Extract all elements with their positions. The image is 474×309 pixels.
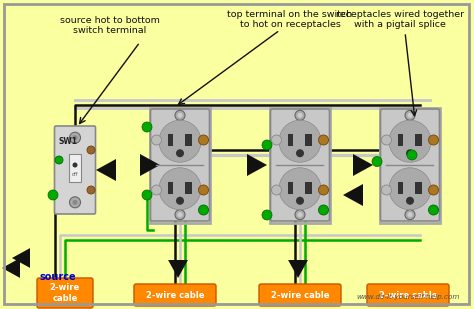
Bar: [398, 182, 403, 194]
Text: 2-wire cable: 2-wire cable: [146, 290, 204, 299]
Circle shape: [319, 205, 328, 215]
Circle shape: [406, 197, 414, 205]
Circle shape: [279, 120, 321, 162]
Text: SW1: SW1: [59, 138, 78, 146]
Text: 2-wire
cable: 2-wire cable: [50, 283, 80, 303]
Bar: [270, 108, 330, 223]
Circle shape: [298, 113, 302, 118]
Circle shape: [428, 205, 438, 215]
Circle shape: [177, 113, 182, 118]
Text: source hot to bottom
switch terminal: source hot to bottom switch terminal: [60, 16, 160, 36]
Bar: [288, 182, 293, 194]
Circle shape: [199, 185, 209, 195]
Bar: [415, 182, 422, 194]
Circle shape: [382, 185, 392, 195]
Polygon shape: [343, 184, 363, 206]
Bar: [398, 134, 403, 146]
Polygon shape: [353, 154, 373, 176]
Circle shape: [405, 210, 415, 220]
Circle shape: [73, 135, 78, 140]
Circle shape: [428, 185, 438, 195]
FancyBboxPatch shape: [55, 126, 95, 214]
Circle shape: [272, 135, 282, 145]
Polygon shape: [12, 248, 30, 268]
Text: off: off: [72, 172, 78, 177]
Circle shape: [407, 150, 417, 160]
Polygon shape: [247, 154, 267, 176]
Polygon shape: [2, 258, 20, 278]
Circle shape: [176, 149, 184, 157]
Circle shape: [296, 149, 304, 157]
Circle shape: [295, 110, 305, 120]
Circle shape: [408, 113, 412, 118]
Circle shape: [152, 135, 162, 145]
FancyBboxPatch shape: [367, 284, 449, 306]
Text: top terminal on the switch
to hot on receptacles: top terminal on the switch to hot on rec…: [228, 10, 353, 29]
Bar: [415, 134, 422, 146]
Bar: [305, 182, 312, 194]
Circle shape: [159, 168, 201, 210]
Circle shape: [48, 190, 58, 200]
Text: receptacles wired together
with a pigtail splice: receptacles wired together with a pigtai…: [336, 10, 464, 29]
Circle shape: [389, 120, 431, 162]
Circle shape: [298, 212, 302, 217]
Bar: [168, 182, 173, 194]
Circle shape: [428, 135, 438, 145]
Circle shape: [262, 140, 272, 150]
Bar: [288, 134, 293, 146]
Circle shape: [87, 186, 95, 194]
Bar: [380, 108, 440, 223]
Polygon shape: [140, 154, 160, 176]
Circle shape: [199, 205, 209, 215]
Circle shape: [262, 210, 272, 220]
Text: 2-wire cable: 2-wire cable: [379, 290, 437, 299]
Circle shape: [87, 146, 95, 154]
Circle shape: [176, 197, 184, 205]
Circle shape: [372, 156, 382, 167]
Circle shape: [408, 212, 412, 217]
Circle shape: [73, 163, 78, 167]
FancyBboxPatch shape: [259, 284, 341, 306]
Circle shape: [405, 110, 415, 120]
Circle shape: [389, 168, 431, 210]
Circle shape: [295, 210, 305, 220]
Circle shape: [319, 135, 328, 145]
Bar: [69, 154, 81, 182]
Circle shape: [55, 156, 63, 164]
Circle shape: [73, 200, 78, 205]
Text: source: source: [40, 272, 76, 282]
Circle shape: [279, 168, 321, 210]
Circle shape: [70, 197, 81, 208]
Text: 2-wire cable: 2-wire cable: [271, 290, 329, 299]
Circle shape: [177, 212, 182, 217]
Circle shape: [382, 135, 392, 145]
Circle shape: [175, 110, 185, 120]
Circle shape: [142, 190, 152, 200]
Circle shape: [152, 185, 162, 195]
Polygon shape: [96, 159, 116, 181]
Circle shape: [70, 132, 81, 143]
Bar: [185, 134, 192, 146]
Circle shape: [406, 149, 414, 157]
Bar: [305, 134, 312, 146]
Circle shape: [159, 120, 201, 162]
FancyBboxPatch shape: [271, 109, 329, 221]
FancyBboxPatch shape: [151, 109, 210, 221]
Polygon shape: [168, 260, 188, 278]
Circle shape: [319, 185, 328, 195]
Circle shape: [199, 135, 209, 145]
Bar: [185, 182, 192, 194]
Circle shape: [272, 185, 282, 195]
Bar: [168, 134, 173, 146]
FancyBboxPatch shape: [381, 109, 439, 221]
Bar: [150, 108, 210, 223]
Polygon shape: [288, 260, 308, 278]
Circle shape: [296, 197, 304, 205]
FancyBboxPatch shape: [134, 284, 216, 306]
Text: www.do-it-yourself-help.com: www.do-it-yourself-help.com: [356, 294, 460, 300]
Circle shape: [142, 122, 152, 132]
FancyBboxPatch shape: [37, 278, 93, 308]
Circle shape: [175, 210, 185, 220]
